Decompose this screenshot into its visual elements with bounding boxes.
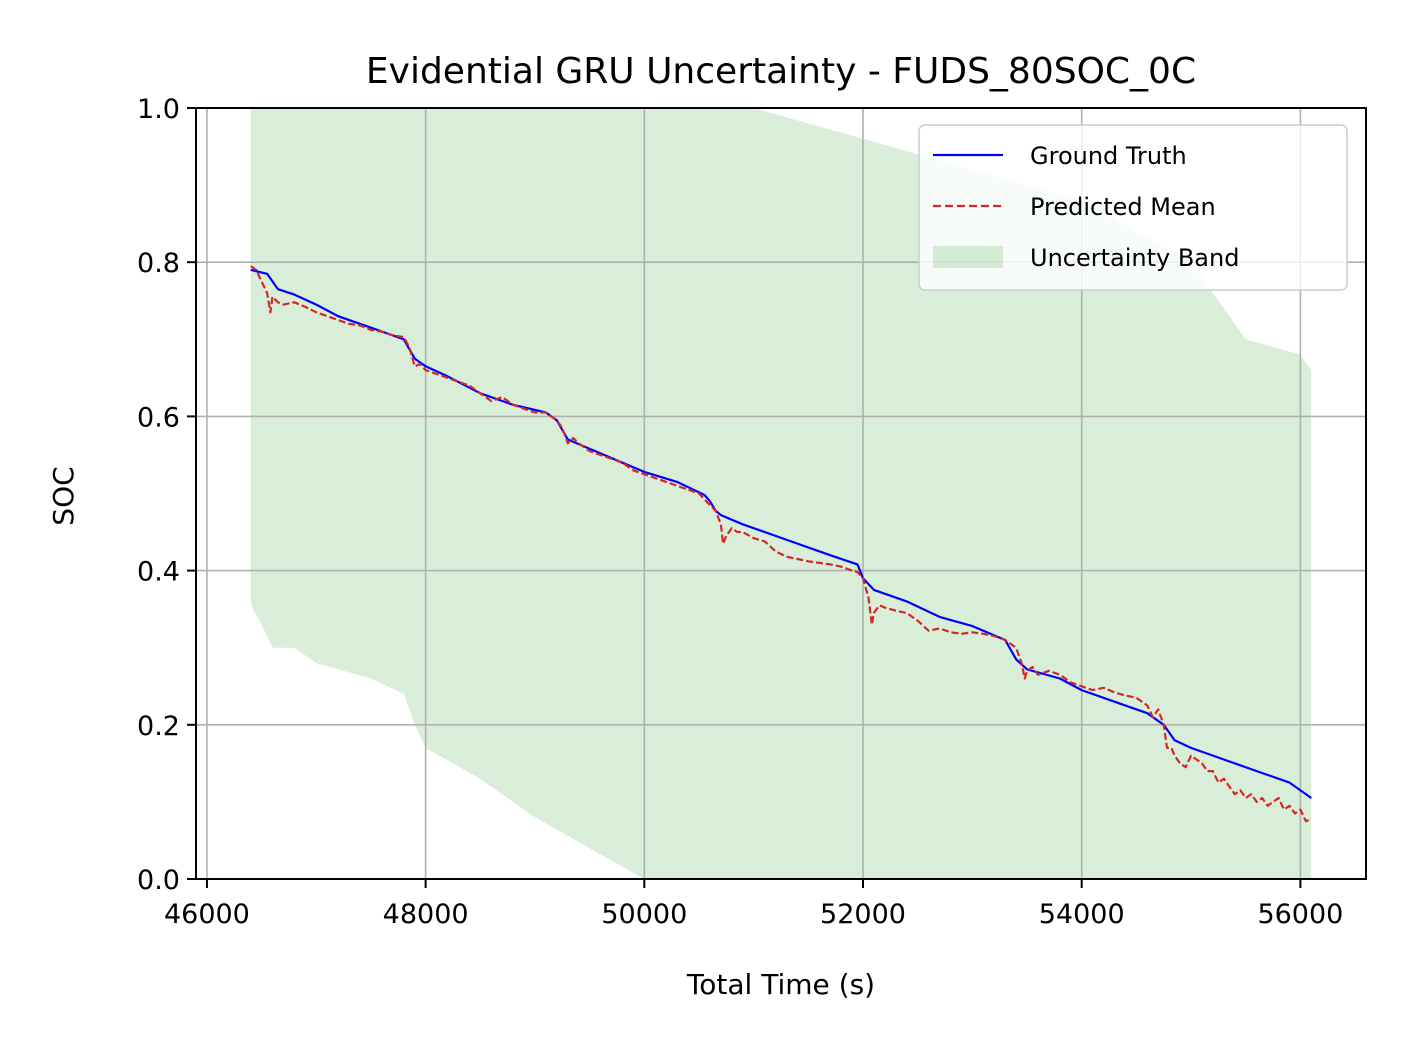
x-tick-label: 54000 bbox=[1039, 899, 1125, 930]
y-axis-ticks: 0.0 0.2 0.4 0.6 0.8 1.0 bbox=[137, 94, 196, 896]
series-layer bbox=[250, 265, 1312, 823]
x-axis-label: Total Time (s) bbox=[686, 968, 875, 1001]
legend-box bbox=[918, 124, 1348, 291]
x-tick-label: 46000 bbox=[164, 899, 250, 930]
y-tick-label: 0.2 bbox=[137, 711, 180, 742]
uncertainty-band bbox=[250, 108, 1312, 879]
predicted-mean-line bbox=[250, 265, 1312, 823]
uncertainty-band-layer bbox=[250, 108, 1312, 879]
y-tick-label: 0.6 bbox=[137, 402, 180, 433]
y-axis-label: SOC bbox=[47, 466, 80, 525]
chart-title: Evidential GRU Uncertainty - FUDS_80SOC_… bbox=[366, 51, 1196, 92]
x-tick-label: 52000 bbox=[820, 899, 906, 930]
y-tick-label: 0.8 bbox=[137, 248, 180, 279]
y-tick-label: 0.0 bbox=[137, 865, 180, 896]
y-tick-label: 1.0 bbox=[137, 94, 180, 125]
x-tick-label: 56000 bbox=[1257, 899, 1343, 930]
plot-frame bbox=[195, 107, 1367, 880]
y-tick-label: 0.4 bbox=[137, 557, 180, 588]
legend-label-uncertainty-band: Uncertainty Band bbox=[1030, 244, 1239, 272]
legend: Ground Truth Predicted Mean Uncertainty … bbox=[918, 124, 1348, 291]
legend-swatch-uncertainty-band bbox=[933, 246, 1003, 268]
x-tick-label: 48000 bbox=[383, 899, 469, 930]
x-axis-ticks: 46000 48000 50000 52000 54000 56000 bbox=[164, 879, 1343, 930]
legend-label-ground-truth: Ground Truth bbox=[1030, 142, 1187, 170]
x-tick-label: 50000 bbox=[601, 899, 687, 930]
ground-truth-line bbox=[250, 268, 1312, 799]
legend-label-predicted-mean: Predicted Mean bbox=[1030, 193, 1216, 221]
